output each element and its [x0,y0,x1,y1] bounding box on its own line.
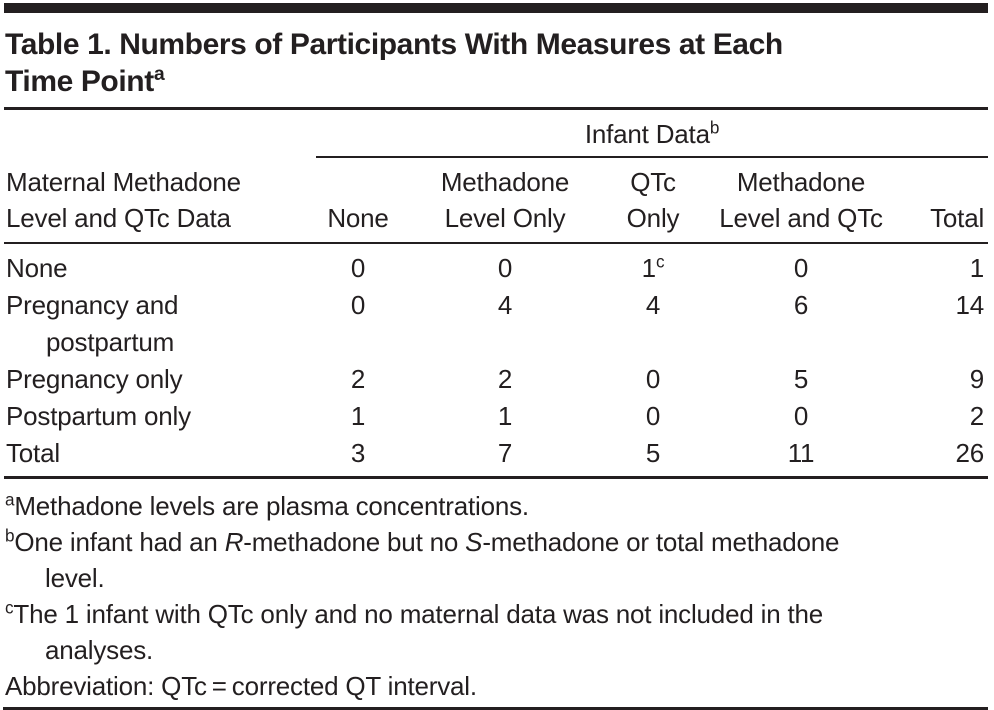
cell-value: 6 [793,290,809,320]
row-label: None [6,253,68,283]
table-row: Postpartum only 1 1 0 0 2 [4,398,988,435]
participants-table: Maternal Methadone Level and QTc Data In… [4,107,989,479]
stub-header: Maternal Methadone Level and QTc Data [4,108,316,244]
cell-value: 2 [350,364,366,394]
cell-value: 26 [955,438,985,468]
footnote-marker: a [5,489,15,510]
footnote: cThe 1 infant with QTc only and no mater… [5,596,987,668]
footnote: Abbreviation: QTc = corrected QT interva… [5,668,987,704]
data-cell: 26 [906,435,988,478]
column-header-methadone-level-and-qtc: Methadone Level and QTc [696,157,906,244]
row-label: Postpartum only [6,401,191,431]
table-title: Table 1. Numbers of Participants With Me… [5,26,986,100]
footnote: aMethadone levels are plasma concentrati… [5,488,987,524]
data-cell: 0 [610,398,696,435]
footnote-text: The 1 infant with QTc only and no matern… [13,599,824,665]
data-cell: 1 [906,243,988,287]
table-row: None 0 0 1c 0 1 [4,243,988,287]
cell-value: 5 [645,438,661,468]
column-header-methadone-level-only: Methadone Level Only [400,157,610,244]
data-cell: 14 [906,287,988,361]
data-cell: 9 [906,361,988,398]
spanner-header-superscript: b [709,117,720,138]
footnote-text: One infant had an [14,527,225,557]
table-row: Total 3 7 5 11 26 [4,435,988,478]
data-cell: 7 [400,435,610,478]
cell-value: 4 [497,290,513,320]
cell-value: 14 [955,290,985,320]
footnote-marker: c [5,597,14,618]
data-cell: 0 [316,243,400,287]
data-cell: 2 [400,361,610,398]
data-cell: 11 [696,435,906,478]
table-header: Maternal Methadone Level and QTc Data In… [4,108,989,244]
data-cell: 3 [316,435,400,478]
cell-value: 0 [645,401,661,431]
cell-superscript: c [655,251,665,272]
cell-value: 0 [645,364,661,394]
column-header-row: None Methadone Level Only QTc Only Metha… [4,157,989,244]
table-body: None 0 0 1c 0 1 Pregnancy and postpartum 0 4 4 6 14… [4,243,988,478]
cell-value: 5 [793,364,809,394]
cell-value: 2 [497,364,513,394]
footnote-text: Abbreviation: QTc = corrected QT interva… [5,671,477,701]
footnote-text: R [224,527,244,557]
footnote: bOne infant had an R-methadone but no S-… [5,524,987,596]
footnotes-block: aMethadone levels are plasma concentrati… [5,488,987,704]
top-heavy-rule [4,3,988,13]
footnote-marker: b [5,525,15,546]
data-cell: 0 [696,243,906,287]
cell-value: 7 [497,438,513,468]
data-cell: 6 [696,287,906,361]
cell-value: 4 [645,290,661,320]
cell-value: 1 [969,253,985,283]
table-row: Pregnancy and postpartum 0 4 4 6 14 [4,287,988,361]
cell-value: 1 [497,401,513,431]
table-title-superscript: a [153,63,165,85]
data-cell: 0 [696,398,906,435]
cell-value: 1 [350,401,366,431]
table-title-text: Table 1. Numbers of Participants With Me… [5,28,783,98]
row-label: Pregnancy and postpartum [6,290,179,357]
footnote-text: -methadone but no [243,527,466,557]
cell-value: 11 [787,438,815,468]
cell-value: 0 [350,253,366,283]
spanner-header-text: Infant Data [584,119,710,149]
column-header-qtc-only: QTc Only [610,157,696,244]
data-cell: 2 [316,361,400,398]
table-row: Pregnancy only 2 2 0 5 9 [4,361,988,398]
cell-value: 0 [497,253,513,283]
data-cell: 4 [610,287,696,361]
cell-value: 0 [793,401,809,431]
spanner-row: Maternal Methadone Level and QTc Data In… [4,108,989,244]
data-cell: 0 [610,361,696,398]
cell-value: 1 [641,253,656,283]
cell-value: 9 [969,364,985,394]
data-cell: 1 [316,398,400,435]
row-label: Pregnancy only [6,364,183,394]
cell-value: 0 [793,253,809,283]
cell-value: 0 [350,290,366,320]
data-cell: 0 [316,287,400,361]
footnote-text: S [465,527,483,557]
data-cell: 5 [610,435,696,478]
row-label: Total [6,438,60,468]
data-cell: 2 [906,398,988,435]
data-cell: 4 [400,287,610,361]
cell-value: 3 [350,438,366,468]
data-cell: 0 [400,243,610,287]
data-cell: 1c [610,243,696,287]
footnote-text: Methadone levels are plasma concentratio… [14,491,529,521]
column-header-none: None [316,157,400,244]
column-header-total: Total [906,157,989,244]
cell-value: 2 [969,401,985,431]
data-cell: 5 [696,361,906,398]
data-cell: 1 [400,398,610,435]
spanner-header: Infant Datab [316,108,989,158]
journal-table-figure: Table 1. Numbers of Participants With Me… [0,3,994,710]
footnote-text: -methadone or total methadone level. [45,527,840,593]
